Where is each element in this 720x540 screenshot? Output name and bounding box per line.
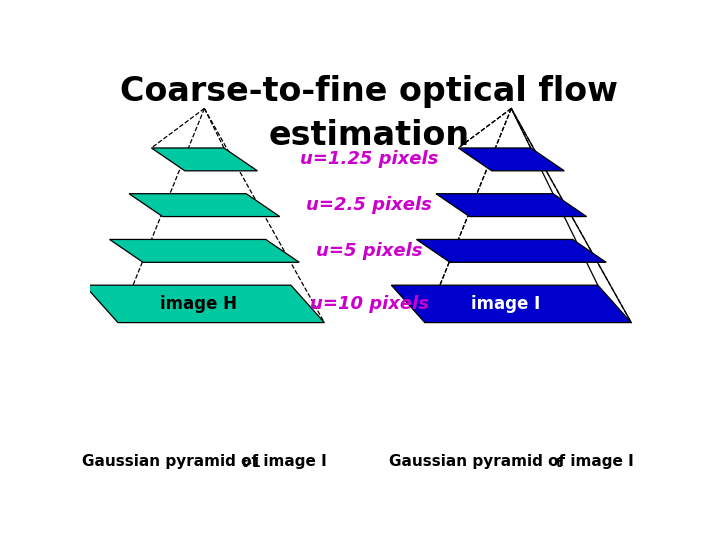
- Polygon shape: [458, 148, 564, 171]
- Text: u=1.25 pixels: u=1.25 pixels: [300, 151, 438, 168]
- Text: u=5 pixels: u=5 pixels: [316, 242, 422, 260]
- Polygon shape: [109, 239, 300, 262]
- Polygon shape: [416, 239, 606, 262]
- Text: Gaussian pyramid of image I: Gaussian pyramid of image I: [82, 454, 327, 469]
- Text: Gaussian pyramid of image I: Gaussian pyramid of image I: [389, 454, 634, 469]
- Text: Coarse-to-fine optical flow: Coarse-to-fine optical flow: [120, 75, 618, 108]
- Text: estimation: estimation: [269, 119, 469, 152]
- Text: t-1: t-1: [242, 457, 261, 470]
- Text: u=10 pixels: u=10 pixels: [310, 295, 428, 313]
- Text: u=2.5 pixels: u=2.5 pixels: [306, 196, 432, 214]
- Polygon shape: [436, 194, 587, 217]
- Text: t: t: [556, 457, 562, 470]
- Text: image I: image I: [471, 295, 540, 313]
- Polygon shape: [392, 285, 631, 322]
- Polygon shape: [84, 285, 324, 322]
- Polygon shape: [151, 148, 258, 171]
- Text: image H: image H: [161, 295, 238, 313]
- Polygon shape: [129, 194, 279, 217]
